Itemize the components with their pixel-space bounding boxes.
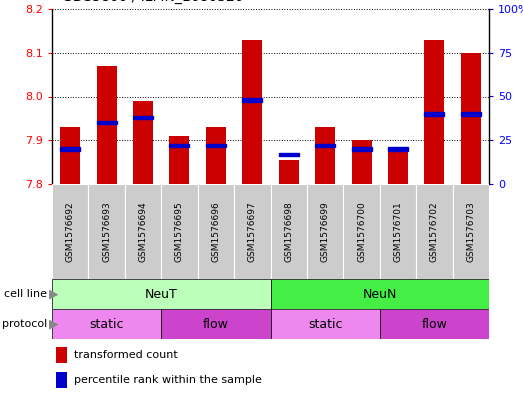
Text: ▶: ▶ — [49, 318, 59, 331]
Bar — [161, 184, 198, 279]
Text: transformed count: transformed count — [74, 350, 178, 360]
Text: GSM1576702: GSM1576702 — [430, 201, 439, 262]
Text: NeuT: NeuT — [145, 288, 178, 301]
Bar — [161, 309, 270, 339]
Bar — [242, 40, 263, 184]
Bar — [270, 184, 307, 279]
Bar — [97, 66, 117, 184]
Bar — [343, 184, 380, 279]
Bar — [97, 121, 117, 124]
Text: NeuN: NeuN — [362, 288, 397, 301]
Bar — [169, 136, 189, 184]
Bar — [206, 127, 226, 184]
Text: GSM1576693: GSM1576693 — [102, 201, 111, 262]
Bar — [52, 279, 270, 309]
Bar — [125, 184, 161, 279]
Text: GSM1576697: GSM1576697 — [248, 201, 257, 262]
Bar — [234, 184, 270, 279]
Bar — [388, 147, 408, 151]
Bar — [461, 53, 481, 184]
Text: GSM1576703: GSM1576703 — [467, 201, 475, 262]
Bar — [279, 153, 299, 156]
Bar — [380, 184, 416, 279]
Bar — [416, 184, 452, 279]
Bar — [279, 160, 299, 184]
Bar — [52, 309, 161, 339]
Bar — [424, 40, 445, 184]
Bar — [388, 151, 408, 184]
Text: GSM1576699: GSM1576699 — [321, 201, 329, 262]
Bar — [56, 372, 67, 388]
Text: GSM1576700: GSM1576700 — [357, 201, 366, 262]
Bar — [60, 147, 80, 151]
Bar — [380, 309, 489, 339]
Text: GSM1576692: GSM1576692 — [66, 201, 75, 262]
Bar — [315, 144, 335, 147]
Bar — [424, 112, 445, 116]
Bar — [88, 184, 125, 279]
Bar — [133, 116, 153, 119]
Text: ▶: ▶ — [49, 288, 59, 301]
Text: percentile rank within the sample: percentile rank within the sample — [74, 375, 262, 385]
Bar — [461, 112, 481, 116]
Bar — [242, 99, 263, 101]
Text: static: static — [308, 318, 343, 331]
Bar — [315, 127, 335, 184]
Text: flow: flow — [203, 318, 229, 331]
Bar — [270, 279, 489, 309]
Text: static: static — [89, 318, 124, 331]
Text: GSM1576698: GSM1576698 — [284, 201, 293, 262]
Bar — [52, 184, 88, 279]
Text: GSM1576696: GSM1576696 — [211, 201, 220, 262]
Bar — [351, 140, 371, 184]
Text: GSM1576701: GSM1576701 — [393, 201, 403, 262]
Text: protocol: protocol — [2, 319, 47, 329]
Text: cell line: cell line — [4, 289, 47, 299]
Text: GSM1576694: GSM1576694 — [139, 201, 147, 262]
Bar — [270, 309, 380, 339]
Text: GSM1576695: GSM1576695 — [175, 201, 184, 262]
Bar — [60, 127, 80, 184]
Bar — [133, 101, 153, 184]
Bar — [198, 184, 234, 279]
Text: flow: flow — [422, 318, 447, 331]
Bar — [56, 347, 67, 363]
Bar — [351, 147, 371, 151]
Bar — [452, 184, 489, 279]
Bar — [169, 144, 189, 147]
Bar — [206, 144, 226, 147]
Bar — [307, 184, 343, 279]
Text: GDS5800 / ILMN_1680320: GDS5800 / ILMN_1680320 — [62, 0, 244, 4]
